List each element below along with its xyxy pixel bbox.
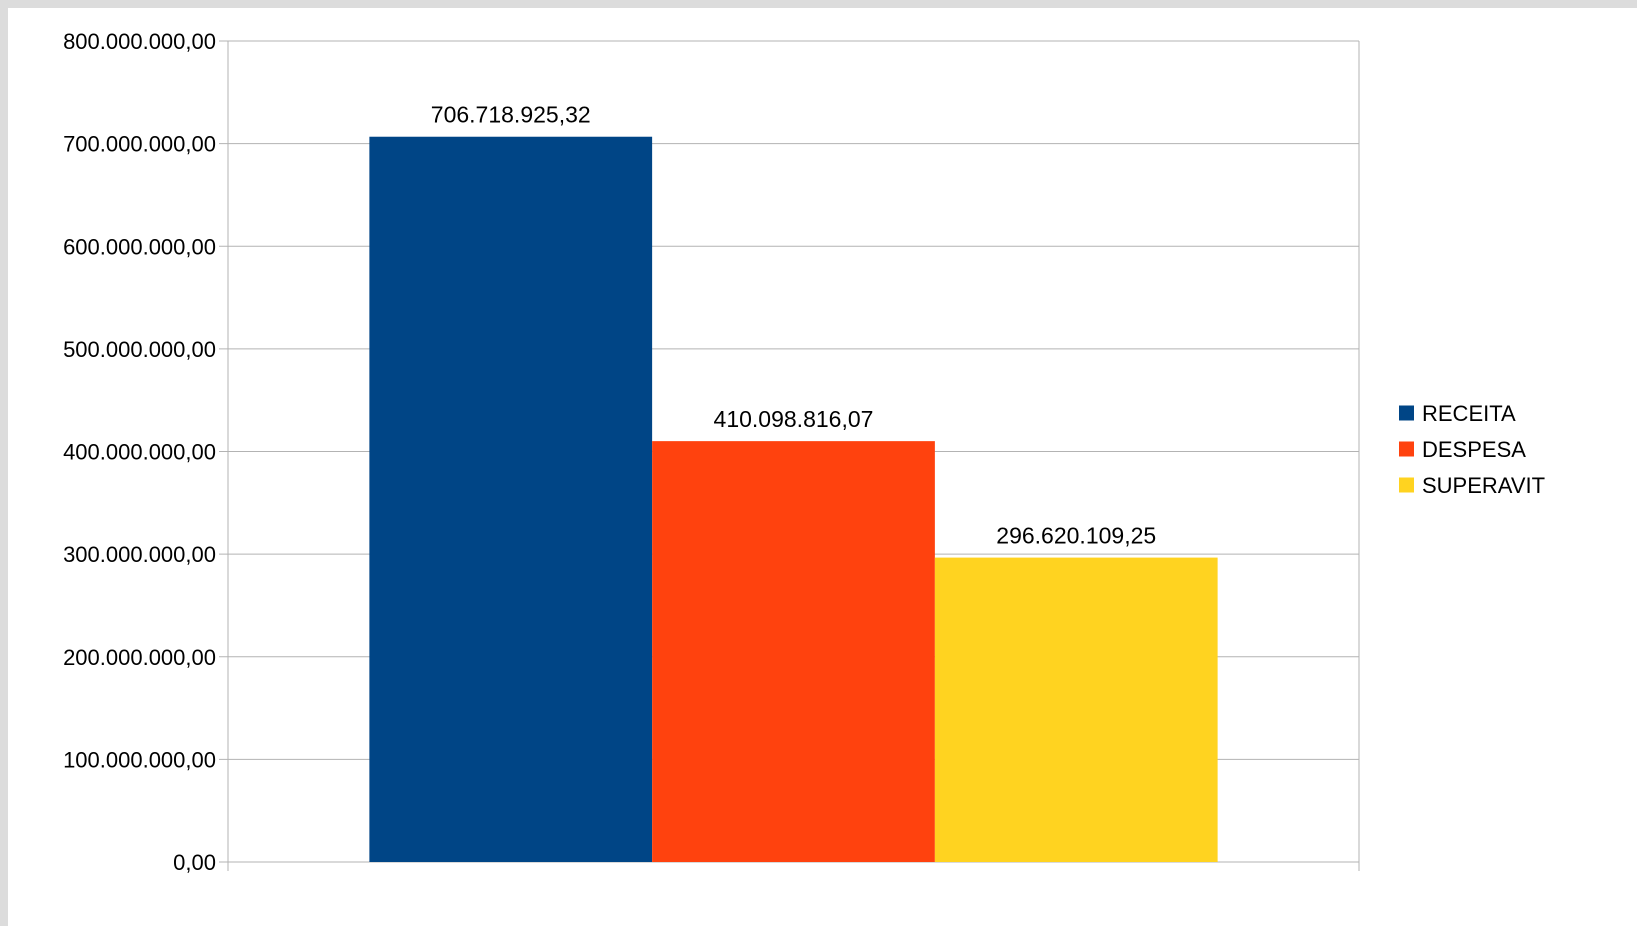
y-tick-label: 700.000.000,00 xyxy=(63,132,216,157)
data-label-despesa: 410.098.816,07 xyxy=(714,406,874,432)
y-tick-label: 300.000.000,00 xyxy=(63,542,216,567)
y-tick-label: 0,00 xyxy=(173,850,216,875)
y-tick-label: 400.000.000,00 xyxy=(63,440,216,465)
bar-despesa xyxy=(652,441,935,862)
y-tick-label: 200.000.000,00 xyxy=(63,645,216,670)
y-tick-label: 600.000.000,00 xyxy=(63,234,216,259)
y-tick-label: 500.000.000,00 xyxy=(63,337,216,362)
bar-superavit xyxy=(934,557,1218,862)
chart-svg: 0,00 100.000.000,00 200.000.000,00 300.000.… xyxy=(63,29,1545,875)
legend-swatch-receita xyxy=(1399,405,1414,421)
data-label-superavit: 296.620.109,25 xyxy=(996,523,1156,549)
y-tick-label: 800.000.000,00 xyxy=(63,29,216,54)
legend-label-despesa: DESPESA xyxy=(1422,437,1526,462)
bar-receita xyxy=(369,136,653,862)
legend-swatch-despesa xyxy=(1399,441,1414,457)
legend-label-receita: RECEITA xyxy=(1422,401,1516,426)
legend-label-superavit: SUPERAVIT xyxy=(1422,473,1545,498)
legend-swatch-superavit xyxy=(1399,477,1414,493)
y-tick-label: 100.000.000,00 xyxy=(63,747,216,772)
data-label-receita: 706.718.925,32 xyxy=(431,102,591,128)
chart-frame: 0,00 100.000.000,00 200.000.000,00 300.000.… xyxy=(8,8,1637,926)
